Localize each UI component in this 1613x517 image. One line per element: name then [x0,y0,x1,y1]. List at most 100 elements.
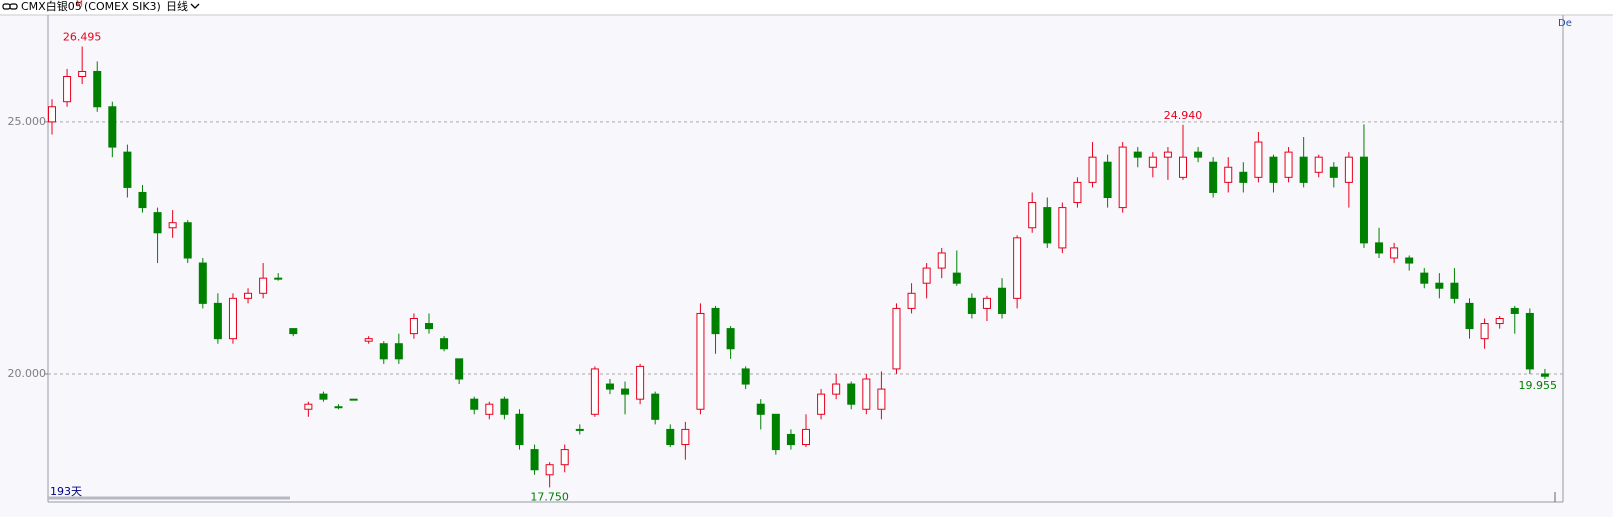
corner-label: De [1558,18,1572,29]
candle-body [1284,151,1293,178]
candle-body [1058,207,1067,249]
candle-body [756,403,765,415]
candle-body [786,433,795,446]
candle-body [560,449,569,466]
candle-body [364,338,373,342]
candle-body [1420,272,1429,284]
candle-body [651,393,660,420]
chart-subtitle: (COMEX SIK3) [84,0,161,13]
candle-body [967,297,976,314]
candle-body [952,272,961,284]
candle-body [289,328,298,335]
candle-body [1118,146,1127,209]
candle-body [198,262,207,304]
link-icon [2,3,18,10]
candle-body [1405,257,1414,264]
candle-body [1480,323,1489,340]
candle-body [681,428,690,446]
candle-body [817,393,826,415]
candle-body [771,413,780,451]
candle-body [726,328,735,350]
candle-body [93,70,102,108]
candle-body [1103,161,1112,199]
candle-body [590,368,599,415]
candle-body [998,287,1007,314]
candle-body [621,388,630,395]
candle-body [349,398,358,401]
candle-body [1269,156,1278,183]
candle-body [379,343,388,360]
candle-body [78,70,87,78]
candle-body [274,277,283,280]
candle-body [455,358,464,380]
candle-body [409,318,418,335]
period-chevron[interactable] [190,3,200,9]
candle-body [847,383,856,405]
candle-body [259,277,268,294]
candle-body [425,323,433,330]
chart-title: CMX白银05 [21,0,82,13]
candle-body [1314,156,1323,173]
title-mark: M [76,0,83,9]
candle-body [1465,302,1474,330]
candle-body [1209,161,1218,193]
candle-body [123,151,132,188]
extreme-label: 19.955 [1519,379,1558,392]
candle-body [907,292,916,309]
y-tick-label: 25.000 [8,115,47,128]
header-bar [0,0,1613,15]
candle-body [1043,207,1052,244]
candle-body [1450,282,1459,299]
candle-body [515,413,524,446]
candle-body [153,212,162,234]
candle-body [832,383,841,395]
candle-body [605,383,614,390]
candle-body [1299,156,1308,183]
candle-body [1329,166,1338,178]
candle-body [1344,156,1353,183]
candle-body [862,378,871,410]
candle-body [666,428,675,446]
candle-body [108,106,117,148]
extreme-label: 17.750 [530,490,569,503]
candle-body [1359,156,1368,244]
candle-body [1013,237,1022,299]
candle-body [741,368,750,385]
candle-body [1028,202,1037,229]
candle-body [500,398,509,415]
candle-body [892,307,901,370]
candle-body [1133,151,1142,158]
candle-body [1435,282,1444,289]
period-selector[interactable]: 日线 [166,0,188,13]
candle-body [1254,141,1263,178]
candle-body [1088,156,1097,183]
bar-count-label: 193天 [50,485,82,498]
candle-body [394,343,403,360]
candle-body [545,464,554,476]
candle-body [63,76,72,103]
candle-body [1495,318,1504,325]
candle-body [1163,151,1172,158]
candle-body [168,222,177,229]
candle-body [1525,312,1534,370]
candle-body [304,403,313,410]
candle-body [1179,156,1187,178]
candle-body [470,398,479,410]
candle-body [1194,151,1203,158]
extreme-label: 26.495 [63,31,102,44]
candle-body [1375,242,1384,254]
candle-body [922,267,931,284]
extreme-label: 24.940 [1164,109,1203,122]
candle-body [213,302,222,340]
candle-body [711,307,720,335]
candle-body [636,365,645,400]
candle-body [1239,171,1248,183]
candle-body [1148,156,1157,168]
candle-body [937,252,946,269]
y-tick-label: 20.000 [8,367,47,380]
candle-body [530,449,539,471]
candle-body [877,388,886,410]
candle-body [334,406,343,409]
candle-body [244,292,253,299]
